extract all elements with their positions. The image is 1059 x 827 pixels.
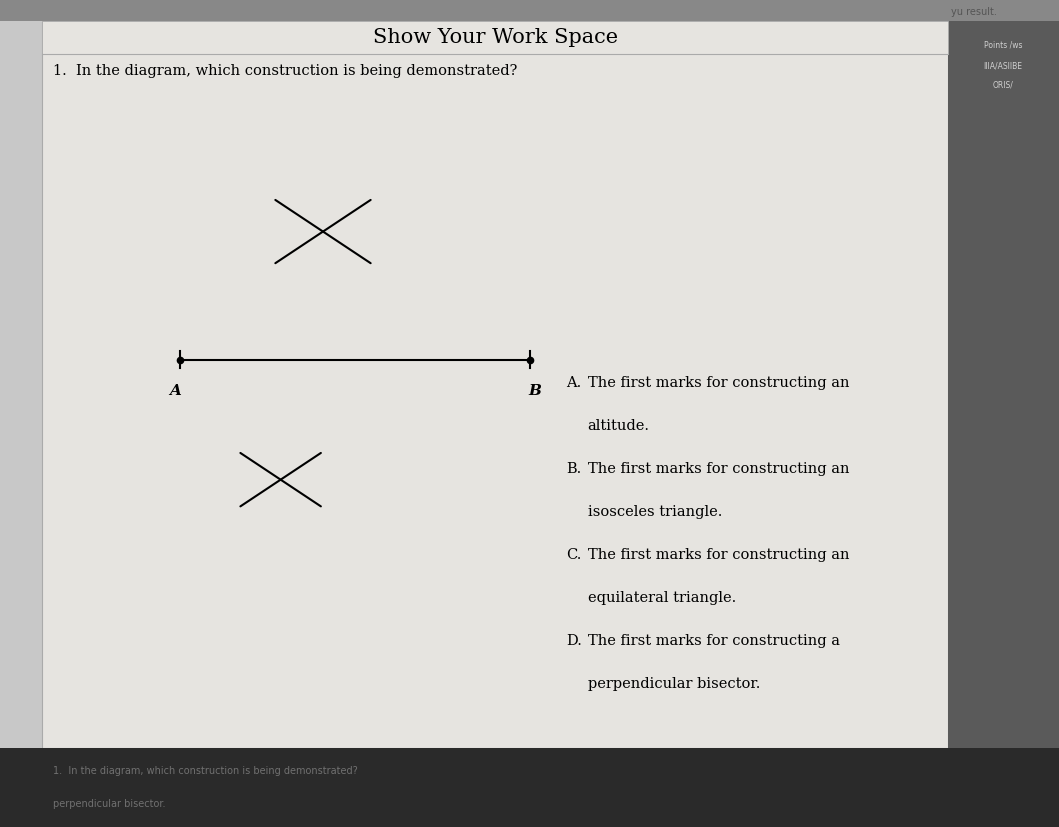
Text: altitude.: altitude. — [588, 419, 650, 433]
Text: B.: B. — [567, 462, 581, 476]
Text: 1.  In the diagram, which construction is being demonstrated?: 1. In the diagram, which construction is… — [53, 64, 518, 78]
Text: The first marks for constructing an: The first marks for constructing an — [588, 548, 849, 562]
Text: Show Your Work Space: Show Your Work Space — [373, 28, 617, 46]
Text: Points /ws: Points /ws — [984, 41, 1022, 50]
Text: C.: C. — [567, 548, 582, 562]
Text: isosceles triangle.: isosceles triangle. — [588, 505, 722, 519]
Text: IIIA/ASIIBE: IIIA/ASIIBE — [984, 62, 1022, 70]
Text: A: A — [168, 385, 181, 398]
Bar — [42, 21, 948, 54]
Text: perpendicular bisector.: perpendicular bisector. — [588, 677, 760, 691]
Bar — [0, 0, 1059, 21]
Text: The first marks for constructing a: The first marks for constructing a — [588, 634, 840, 648]
Text: B: B — [528, 385, 541, 398]
Text: 1.  In the diagram, which construction is being demonstrated?: 1. In the diagram, which construction is… — [53, 766, 358, 776]
Text: yu result.: yu result. — [951, 7, 998, 17]
Text: perpendicular bisector.: perpendicular bisector. — [53, 799, 165, 809]
Text: The first marks for constructing an: The first marks for constructing an — [588, 376, 849, 390]
Bar — [0, 748, 1059, 827]
Text: ORIS/: ORIS/ — [992, 81, 1013, 89]
Bar — [42, 21, 948, 748]
Text: D.: D. — [567, 634, 582, 648]
Text: A.: A. — [567, 376, 581, 390]
Text: equilateral triangle.: equilateral triangle. — [588, 591, 736, 605]
Bar — [948, 21, 1059, 748]
Text: The first marks for constructing an: The first marks for constructing an — [588, 462, 849, 476]
